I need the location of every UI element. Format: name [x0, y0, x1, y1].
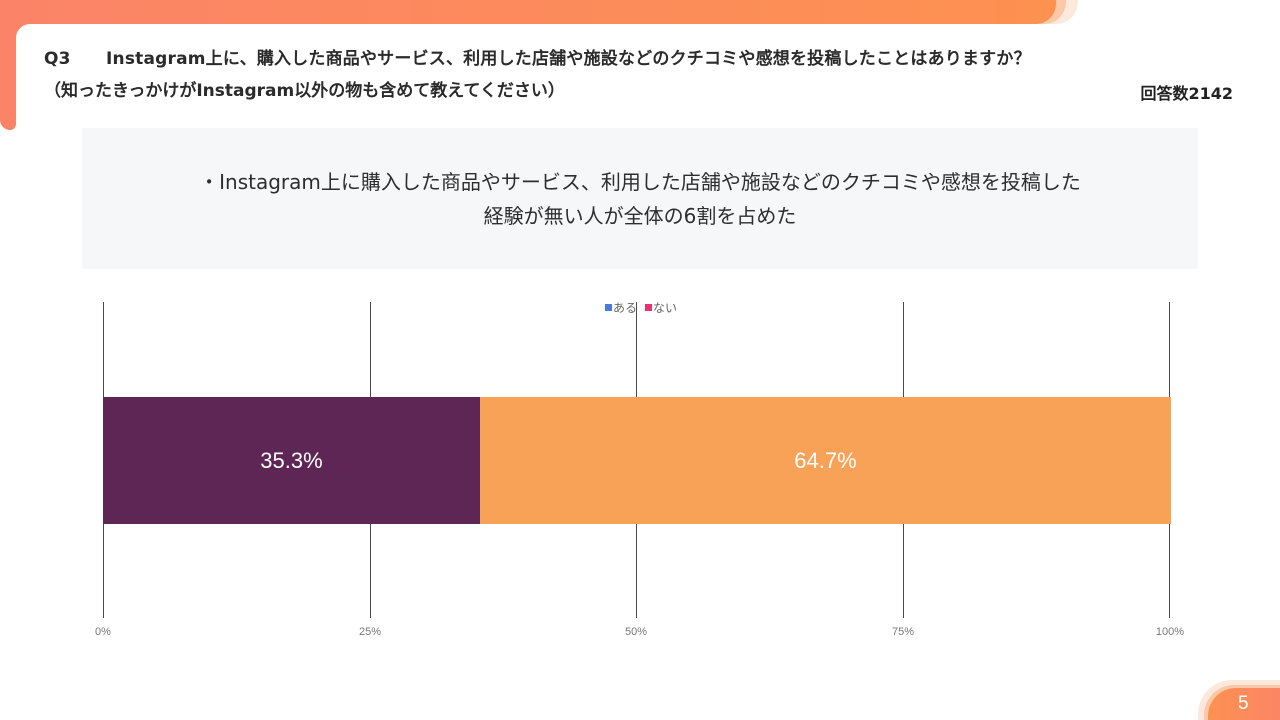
bar-label-yes: 35.3%: [260, 447, 323, 473]
legend-label-yes: ある: [612, 301, 637, 315]
x-tick-0: 0%: [95, 626, 111, 638]
x-tick-100: 100%: [1155, 626, 1185, 638]
x-tick-50: 50%: [624, 626, 648, 638]
legend-item-no: ない: [645, 299, 677, 316]
header-banner: [0, 0, 1056, 24]
legend-swatch-no: [645, 304, 652, 311]
page-number: 5: [1208, 688, 1280, 720]
question-number: Q3: [44, 49, 71, 69]
stacked-bar-chart: ある ない 35.3% 64.7% 0% 25% 50% 75% 100%: [0, 290, 1280, 650]
response-count: 回答数2142: [1140, 84, 1233, 103]
bar-label-no: 64.7%: [794, 447, 857, 473]
legend-swatch-yes: [604, 304, 612, 311]
summary-line-1: ・Instagram上に購入した商品やサービス、利用した店舗や施設などのクチコミ…: [199, 169, 1081, 194]
question-text: Instagram上に、購入した商品やサービス、利用した店舗や施設などのクチコミ…: [106, 49, 1031, 69]
side-accent-strip: [0, 0, 16, 130]
legend-item-yes: ある: [604, 299, 637, 316]
chart-legend: ある ない: [0, 299, 1280, 316]
x-tick-25: 25%: [358, 626, 382, 638]
page-number-text: 5: [1238, 693, 1249, 714]
summary-line-2: 経験が無い人が全体の6割を占めた: [483, 203, 797, 228]
summary-box: ・Instagram上に購入した商品やサービス、利用した店舗や施設などのクチコミ…: [82, 128, 1198, 269]
question-subtext: （知ったきっかけがInstagram以外の物も含めて教えてください）: [44, 81, 565, 101]
question-title: Q3 Instagram上に、購入した商品やサービス、利用した店舗や施設などのクチ…: [44, 44, 1031, 69]
bar-segment-no: 64.7%: [480, 397, 1171, 524]
legend-label-no: ない: [653, 301, 678, 315]
bar-segment-yes: 35.3%: [103, 397, 480, 524]
x-tick-75: 75%: [891, 626, 915, 638]
